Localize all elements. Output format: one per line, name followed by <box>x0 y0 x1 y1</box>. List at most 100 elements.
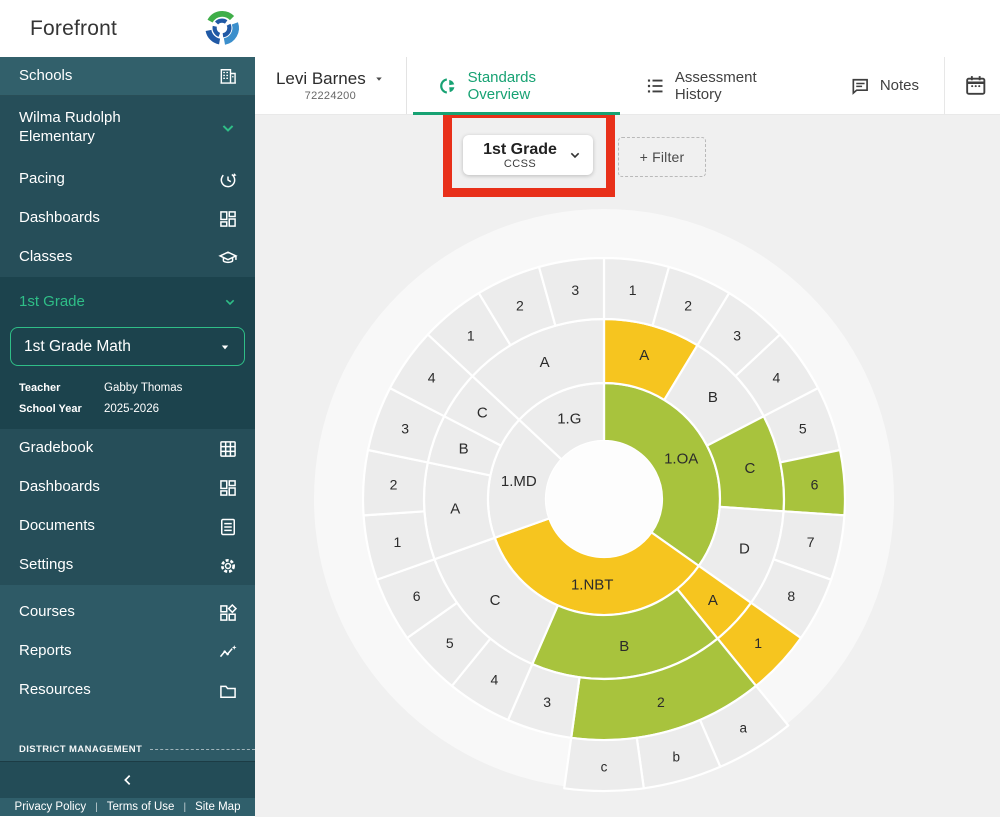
teacher-label: Teacher <box>19 382 61 394</box>
sidebar-item-gradebook[interactable]: Gradebook <box>0 429 255 468</box>
caret-down-icon <box>218 340 232 354</box>
sidebar-item-dashboards[interactable]: Dashboards <box>0 468 255 507</box>
svg-text:B: B <box>708 389 718 406</box>
svg-text:8: 8 <box>787 588 795 604</box>
svg-text:A: A <box>450 501 460 518</box>
sidebar-item-wilma-rudolph-elementary[interactable]: Wilma Rudolph Elementary <box>0 96 255 160</box>
sidebar-item-1st-grade[interactable]: 1st Grade <box>0 279 255 325</box>
footer-link-privacy-policy[interactable]: Privacy Policy <box>14 801 87 813</box>
grade-dropdown-label: 1st Grade <box>483 140 557 158</box>
app-title: Forefront <box>30 16 117 40</box>
svg-text:1: 1 <box>467 327 475 343</box>
svg-text:B: B <box>619 638 629 655</box>
sidebar-item-documents[interactable]: Documents <box>0 507 255 546</box>
svg-text:3: 3 <box>571 282 579 298</box>
sidebar-district-nav: Courses Reports Resources <box>0 585 255 710</box>
tab-standards-overview[interactable]: Standards Overview <box>412 57 621 115</box>
svg-text:2: 2 <box>657 694 665 710</box>
tab-calendar[interactable] <box>944 57 1000 114</box>
svg-text:A: A <box>639 347 649 364</box>
divider <box>405 57 407 114</box>
svg-text:B: B <box>459 441 469 458</box>
building-icon <box>218 66 238 86</box>
tab-label: Notes <box>879 77 919 94</box>
sidebar-item-label: Pacing <box>19 170 65 188</box>
sidebar-item-schools[interactable]: Schools <box>0 57 255 96</box>
sidebar-item-label: Dashboards <box>19 478 100 496</box>
sidebar-item-resources[interactable]: Resources <box>0 671 255 710</box>
grade-dropdown[interactable]: 1st Grade CCSS <box>463 135 593 175</box>
svg-text:5: 5 <box>446 635 454 651</box>
sidebar-item-dashboards[interactable]: Dashboards <box>0 199 255 238</box>
tab-bar: Levi Barnes 72224200 Standards Overview … <box>255 57 1000 115</box>
sunburst-icon <box>438 76 458 96</box>
svg-text:3: 3 <box>401 420 409 436</box>
tab-assessment-history[interactable]: Assessment History <box>620 57 825 114</box>
sidebar-class-panel: 1st Grade 1st Grade Math Teacher Gabby T… <box>0 277 255 429</box>
sidebar-item-label: Dashboards <box>19 209 100 227</box>
sidebar-footer: Privacy Policy | Terms of Use | Site Map <box>0 798 255 816</box>
sidebar-item-pacing[interactable]: Pacing <box>0 160 255 199</box>
sidebar-item-settings[interactable]: Settings <box>0 546 255 585</box>
district-management-label: DISTRICT MANAGEMENT <box>19 744 143 755</box>
svg-text:1.NBT: 1.NBT <box>571 577 614 594</box>
tab-notes[interactable]: Notes <box>825 57 944 114</box>
student-selector[interactable]: Levi Barnes 72224200 <box>255 57 406 114</box>
gradebook-icon <box>218 439 238 459</box>
svg-text:1.MD: 1.MD <box>501 473 537 490</box>
svg-text:6: 6 <box>413 588 421 604</box>
gear-icon <box>218 556 238 576</box>
sidebar-item-label: Resources <box>19 681 91 699</box>
svg-text:2: 2 <box>516 298 524 314</box>
sidebar-collapse-button[interactable] <box>0 761 255 798</box>
class-meta: Teacher Gabby Thomas School Year 2025-20… <box>19 382 236 415</box>
sidebar-item-label: Reports <box>19 642 72 660</box>
sidebar-item-label: Documents <box>19 517 95 535</box>
main-panel: Levi Barnes 72224200 Standards Overview … <box>255 57 1000 817</box>
district-management-header: DISTRICT MANAGEMENT <box>0 744 255 761</box>
svg-text:7: 7 <box>807 534 815 550</box>
dashboard-icon <box>218 478 238 498</box>
sidebar: Schools Wilma Rudolph Elementary Pacing … <box>0 57 255 816</box>
forefront-logo-icon <box>203 9 241 47</box>
sidebar-item-label: Classes <box>19 248 73 266</box>
sidebar-item-label: Courses <box>19 603 75 621</box>
svg-text:2: 2 <box>390 477 398 493</box>
app-header: Forefront <box>0 0 1000 57</box>
sidebar-school-nav: Wilma Rudolph Elementary Pacing Dashboar… <box>0 96 255 277</box>
svg-text:b: b <box>673 750 681 765</box>
svg-text:C: C <box>490 592 501 609</box>
student-name: Levi Barnes <box>275 69 366 88</box>
chevron-down-icon <box>218 118 238 138</box>
footer-link-terms-of-use[interactable]: Terms of Use <box>106 801 175 813</box>
svg-text:3: 3 <box>733 327 741 343</box>
divider: | <box>183 801 187 813</box>
sidebar-item-classes[interactable]: Classes <box>0 238 255 277</box>
chevron-down-icon <box>222 294 238 310</box>
svg-text:A: A <box>540 354 550 371</box>
teacher-name: Gabby Thomas <box>104 382 183 394</box>
sidebar-item-courses[interactable]: Courses <box>0 593 255 632</box>
class-select[interactable]: 1st Grade Math <box>10 327 245 366</box>
svg-text:4: 4 <box>773 369 781 385</box>
school-year-value: 2025-2026 <box>104 403 159 415</box>
filter-button[interactable]: + Filter <box>618 137 706 177</box>
sidebar-class-nav: Gradebook Dashboards Documents Settings <box>0 429 255 585</box>
standard-segment-1-g-a-3 <box>537 256 606 327</box>
caret-down-icon <box>373 73 385 85</box>
folder-icon <box>218 681 238 701</box>
svg-text:C: C <box>744 460 755 477</box>
standards-sunburst-chart[interactable]: 1.OA A 1 2 B 3 4 C 5 6 D 7 8 1.NBT A 1 B 2 a b c 3 C 4 5 6 1.MD A 1 2… <box>255 115 1000 817</box>
chevron-down-icon <box>567 147 583 163</box>
class-select-value: 1st Grade Math <box>24 337 131 355</box>
footer-link-site-map[interactable]: Site Map <box>195 801 241 813</box>
school-year-label: School Year <box>19 403 82 415</box>
svg-text:4: 4 <box>428 369 436 385</box>
svg-text:c: c <box>601 760 608 775</box>
message-icon <box>850 76 870 96</box>
sidebar-item-reports[interactable]: Reports <box>0 632 255 671</box>
sidebar-item-label: Schools <box>19 66 73 84</box>
svg-text:1.OA: 1.OA <box>664 451 698 468</box>
svg-text:4: 4 <box>491 671 499 687</box>
sidebar-item-label: Gradebook <box>19 439 94 457</box>
